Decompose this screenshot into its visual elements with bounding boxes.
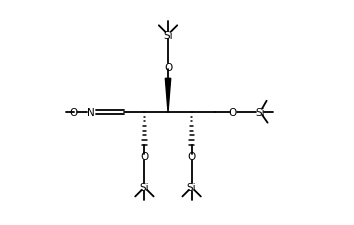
Text: O: O xyxy=(229,108,237,117)
Text: Si: Si xyxy=(187,182,196,192)
Text: O: O xyxy=(69,108,78,117)
Text: Si: Si xyxy=(163,30,173,40)
Text: N: N xyxy=(87,108,95,117)
Polygon shape xyxy=(165,79,171,112)
Text: O: O xyxy=(140,151,149,161)
Text: Si: Si xyxy=(255,108,265,117)
Text: O: O xyxy=(188,151,196,161)
Text: O: O xyxy=(164,63,172,73)
Text: Si: Si xyxy=(139,182,149,192)
